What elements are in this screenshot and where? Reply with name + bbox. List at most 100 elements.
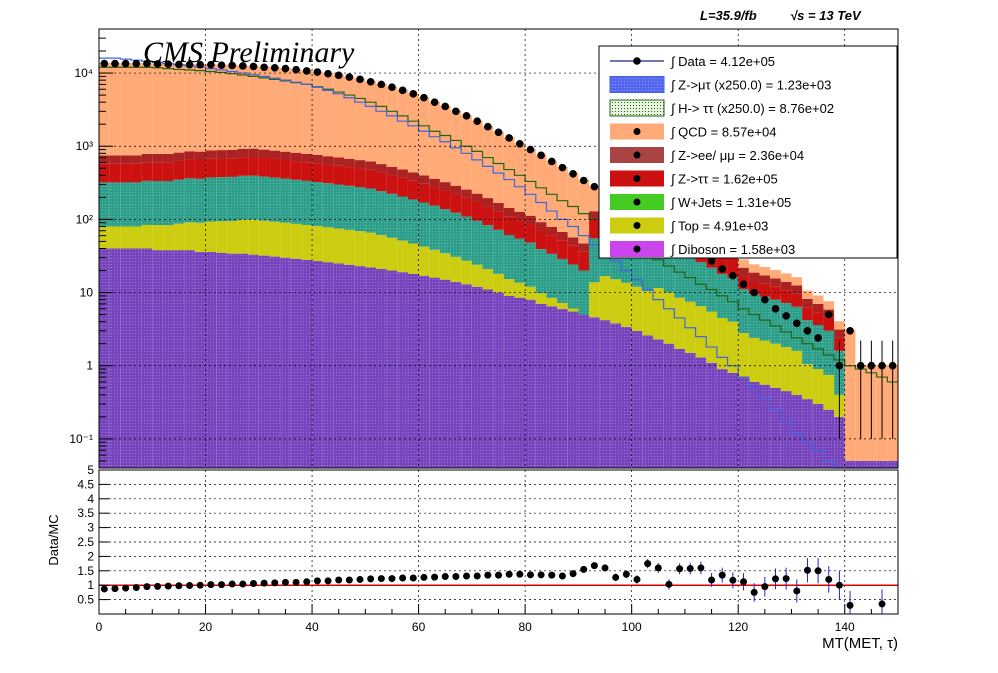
stack-bar-diboson <box>599 320 611 468</box>
main-y-ticks: 10⁻¹ 1 10 10² 10³ 10⁴ <box>69 28 113 469</box>
stack-bar-diboson <box>248 254 259 468</box>
stack-bar-w-jets <box>589 238 600 283</box>
legend-swatch-marker <box>633 245 641 253</box>
stack-bar-diboson <box>312 260 323 468</box>
ratio-point <box>558 572 566 580</box>
stack-bar-top <box>439 253 451 280</box>
stack-bar-top <box>589 282 600 318</box>
stack-bar-qcd <box>130 62 142 156</box>
data-point <box>526 145 535 154</box>
stack-bar-diboson <box>791 394 803 468</box>
data-point <box>782 312 790 320</box>
stack-bar-qcd <box>525 148 536 216</box>
ratio-point <box>814 567 822 575</box>
stack-bar-qcd <box>823 301 835 310</box>
main-y-tick-label: 10 <box>80 286 94 300</box>
stack-bar-top <box>567 308 579 312</box>
stack-bar-z- <box>407 180 419 200</box>
stack-bar-diboson <box>162 250 174 468</box>
stack-bar-top <box>386 237 398 271</box>
stack-bar-diboson <box>152 250 163 468</box>
stack-bar-z-ee- <box>493 202 504 212</box>
stack-bar-diboson <box>525 299 536 468</box>
ratio-point <box>271 579 279 587</box>
stack-bar-z-ee- <box>375 164 387 173</box>
data-point <box>281 64 290 73</box>
stack-bar-qcd <box>290 69 302 153</box>
stack-bar-top <box>290 223 302 259</box>
stack-bar-top <box>418 246 430 276</box>
ratio-point <box>633 575 641 583</box>
stack-bar-z- <box>312 163 323 183</box>
ratio-point <box>516 570 524 578</box>
stack-bar-diboson <box>557 308 568 468</box>
stack-bar-top <box>557 302 568 309</box>
x-tick-label: 40 <box>305 620 319 634</box>
stack-bar-qcd <box>407 93 419 173</box>
data-point <box>484 122 492 131</box>
stack-bar-diboson <box>727 372 739 468</box>
stack-bar-top <box>216 221 227 253</box>
stack-bar-z- <box>301 162 313 181</box>
data-point <box>334 71 343 80</box>
legend-swatch-marker <box>633 222 641 229</box>
data-point <box>239 62 247 70</box>
stack-bar-w-jets <box>631 242 643 287</box>
stack-bar-top <box>280 222 291 258</box>
stack-bar-diboson <box>290 258 302 468</box>
stack-bar-diboson <box>173 250 185 468</box>
energy-label: √s = 13 TeV <box>790 8 862 23</box>
stack-bar-w-jets <box>439 209 451 254</box>
data-point <box>888 361 897 370</box>
stack-bar-z-ee- <box>514 211 526 221</box>
stack-bar-diboson <box>194 251 206 468</box>
legend-entry-label: ∫ H-> ττ (x250.0) = 8.76e+02 <box>670 101 834 116</box>
stack-bar-z-ee- <box>802 298 813 308</box>
data-point <box>750 288 758 297</box>
stack-bar-w-jets <box>226 176 238 221</box>
stack-bar-diboson <box>109 248 121 468</box>
data-point <box>558 163 567 172</box>
stack-bar-w-jets <box>365 188 376 233</box>
stack-bar-w-jets <box>152 181 163 226</box>
stack-bar-diboson <box>684 352 696 468</box>
data-point <box>164 60 173 69</box>
stack-bar-top <box>610 279 622 324</box>
ratio-point <box>803 566 811 574</box>
ratio-point <box>164 582 172 590</box>
stack-bar-z- <box>450 194 462 213</box>
stack-bar-qcd <box>280 67 291 152</box>
stack-bar-diboson <box>493 292 504 468</box>
stack-bar-w-jets <box>780 302 792 348</box>
stack-bar-qcd <box>162 63 174 155</box>
stack-bar-diboson <box>205 251 217 468</box>
stack-bar-z-ee- <box>162 154 174 163</box>
ratio-point <box>249 579 257 587</box>
ratio-point <box>228 580 236 588</box>
stack-bar-w-jets <box>184 178 195 223</box>
stack-bar-top <box>312 226 323 261</box>
stack-bar-diboson <box>738 377 749 468</box>
stack-bar-top <box>365 232 376 268</box>
stack-bar-w-jets <box>418 202 430 247</box>
ratio-point <box>686 564 694 572</box>
data-point <box>217 61 226 70</box>
stack-bar-top <box>652 288 664 340</box>
stack-bar-w-jets <box>141 180 153 225</box>
ratio-point <box>111 585 119 593</box>
stack-bar-top <box>535 293 547 304</box>
stack-bar-z- <box>322 164 334 184</box>
stack-bar-z-ee- <box>461 189 472 198</box>
ratio-point <box>580 565 588 573</box>
ratio-point <box>825 575 833 583</box>
stack-bar-top <box>621 282 632 327</box>
ratio-plot-area <box>99 470 898 614</box>
stack-bar-z-ee- <box>141 153 153 163</box>
ratio-point <box>569 570 577 578</box>
stack-bar-z- <box>269 158 281 178</box>
stack-bar-top <box>780 347 792 392</box>
ratio-y-tick-label: 3 <box>87 521 94 535</box>
stack-bar-z-ee- <box>312 155 323 164</box>
stack-bar-top <box>631 286 643 331</box>
stack-bar-w-jets <box>503 234 515 280</box>
